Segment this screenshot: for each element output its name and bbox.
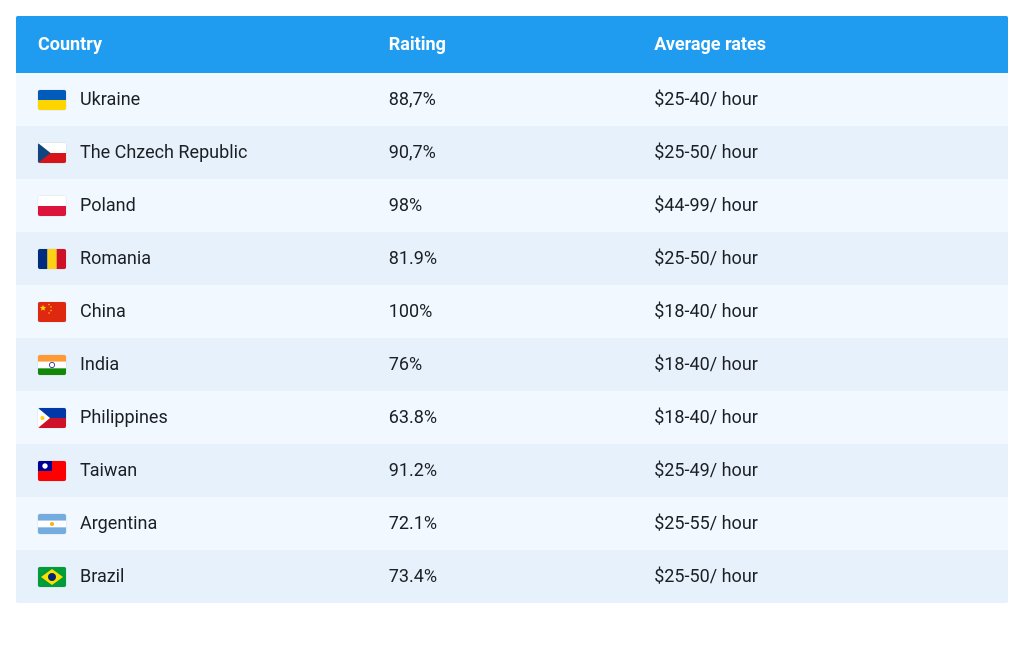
country-name: Argentina bbox=[80, 513, 157, 534]
poland-flag-icon bbox=[38, 196, 66, 216]
country-name: Taiwan bbox=[80, 460, 137, 481]
ukraine-flag-icon bbox=[38, 90, 66, 110]
cell-country: China bbox=[38, 301, 389, 322]
cell-rating: 81.9% bbox=[389, 248, 654, 269]
rates-table: Country Raiting Average rates Ukraine 88… bbox=[16, 16, 1008, 603]
header-country: Country bbox=[38, 34, 389, 55]
philippines-flag-icon bbox=[38, 408, 66, 428]
country-name: Ukraine bbox=[80, 89, 140, 110]
table-row: China 100% $18-40/ hour bbox=[16, 285, 1008, 338]
czech-flag-icon bbox=[38, 143, 66, 163]
romania-flag-icon bbox=[38, 249, 66, 269]
country-name: The Chzech Republic bbox=[80, 142, 247, 163]
argentina-flag-icon bbox=[38, 514, 66, 534]
cell-country: Argentina bbox=[38, 513, 389, 534]
country-name: India bbox=[80, 354, 119, 375]
table-row: Ukraine 88,7% $25-40/ hour bbox=[16, 73, 1008, 126]
cell-rating: 88,7% bbox=[389, 89, 654, 110]
cell-rates: $25-40/ hour bbox=[654, 89, 986, 110]
cell-rates: $18-40/ hour bbox=[654, 407, 986, 428]
cell-rates: $25-49/ hour bbox=[654, 460, 986, 481]
cell-rates: $25-50/ hour bbox=[654, 248, 986, 269]
brazil-flag-icon bbox=[38, 567, 66, 587]
country-name: China bbox=[80, 301, 126, 322]
header-rates: Average rates bbox=[654, 34, 986, 55]
cell-country: Philippines bbox=[38, 407, 389, 428]
country-name: Romania bbox=[80, 248, 151, 269]
table-row: Philippines 63.8% $18-40/ hour bbox=[16, 391, 1008, 444]
cell-country: India bbox=[38, 354, 389, 375]
cell-rating: 72.1% bbox=[389, 513, 654, 534]
table-header: Country Raiting Average rates bbox=[16, 16, 1008, 73]
table-row: The Chzech Republic 90,7% $25-50/ hour bbox=[16, 126, 1008, 179]
india-flag-icon bbox=[38, 355, 66, 375]
cell-rates: $25-50/ hour bbox=[654, 566, 986, 587]
country-name: Brazil bbox=[80, 566, 124, 587]
cell-country: Ukraine bbox=[38, 89, 389, 110]
table-body: Ukraine 88,7% $25-40/ hour The Chzech Re… bbox=[16, 73, 1008, 603]
cell-country: Poland bbox=[38, 195, 389, 216]
table-row: India 76% $18-40/ hour bbox=[16, 338, 1008, 391]
table-row: Romania 81.9% $25-50/ hour bbox=[16, 232, 1008, 285]
table-row: Taiwan 91.2% $25-49/ hour bbox=[16, 444, 1008, 497]
cell-rating: 91.2% bbox=[389, 460, 654, 481]
cell-rating: 98% bbox=[389, 195, 654, 216]
cell-rates: $25-55/ hour bbox=[654, 513, 986, 534]
country-name: Poland bbox=[80, 195, 136, 216]
cell-rates: $18-40/ hour bbox=[654, 354, 986, 375]
cell-rates: $44-99/ hour bbox=[654, 195, 986, 216]
cell-rating: 76% bbox=[389, 354, 654, 375]
cell-rates: $18-40/ hour bbox=[654, 301, 986, 322]
taiwan-flag-icon bbox=[38, 461, 66, 481]
cell-country: The Chzech Republic bbox=[38, 142, 389, 163]
table-row: Brazil 73.4% $25-50/ hour bbox=[16, 550, 1008, 603]
cell-country: Taiwan bbox=[38, 460, 389, 481]
cell-country: Brazil bbox=[38, 566, 389, 587]
table-row: Argentina 72.1% $25-55/ hour bbox=[16, 497, 1008, 550]
cell-country: Romania bbox=[38, 248, 389, 269]
cell-rates: $25-50/ hour bbox=[654, 142, 986, 163]
cell-rating: 73.4% bbox=[389, 566, 654, 587]
china-flag-icon bbox=[38, 302, 66, 322]
header-rating: Raiting bbox=[389, 34, 654, 55]
table-row: Poland 98% $44-99/ hour bbox=[16, 179, 1008, 232]
cell-rating: 100% bbox=[389, 301, 654, 322]
cell-rating: 90,7% bbox=[389, 142, 654, 163]
cell-rating: 63.8% bbox=[389, 407, 654, 428]
country-name: Philippines bbox=[80, 407, 168, 428]
